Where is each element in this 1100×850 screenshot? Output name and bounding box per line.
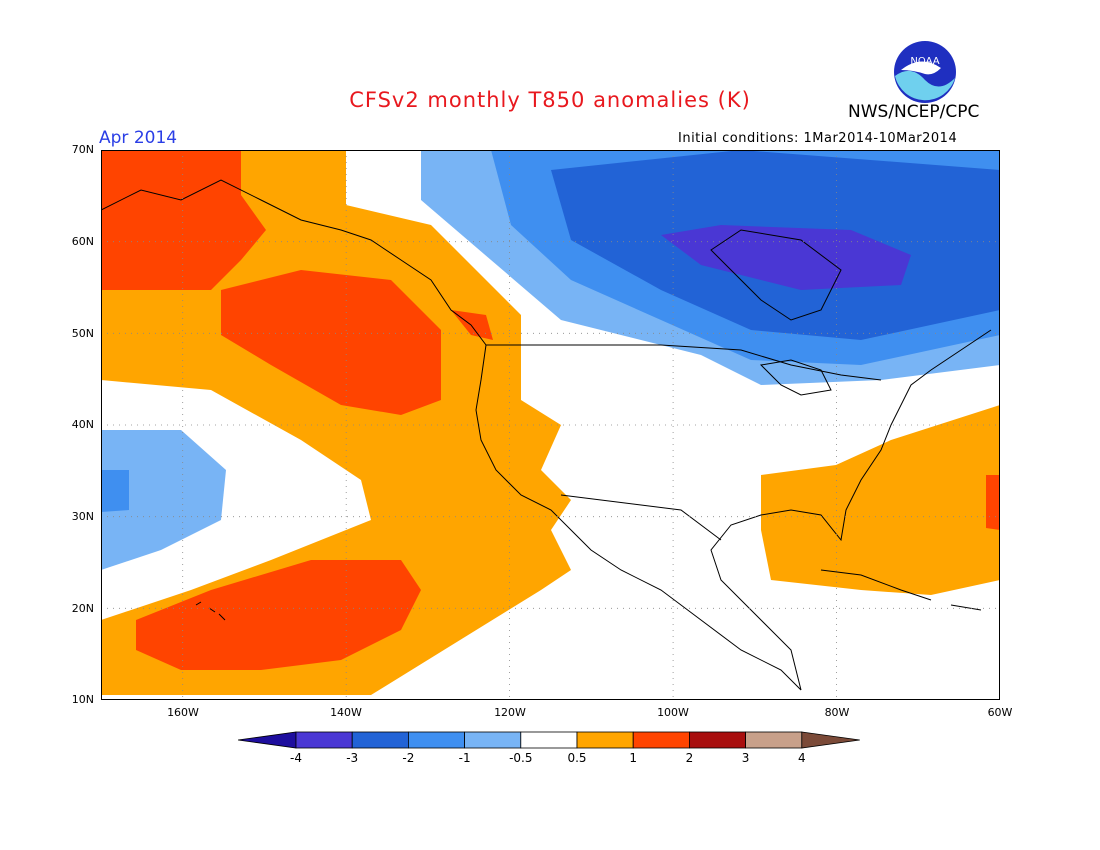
lat-label-40n: 40N xyxy=(71,418,94,431)
lon-label-120w: 120W xyxy=(494,706,526,719)
anomaly-region-red-hawaii xyxy=(136,560,421,670)
anomaly-map xyxy=(101,150,1000,700)
lon-label-80w: 80W xyxy=(824,706,850,719)
colorbar-tick-label: -1 xyxy=(458,751,471,765)
colorbar-tick-label: 4 xyxy=(797,751,806,765)
colorbar-swatch xyxy=(520,731,578,749)
lon-label-60w: 60W xyxy=(987,706,1013,719)
anomaly-fields xyxy=(101,150,1000,695)
lat-label-70n: 70N xyxy=(71,143,94,156)
colorbar-tick-label: 0.5 xyxy=(567,751,587,765)
us-canada-border xyxy=(486,344,882,381)
forecast-month: Apr 2014 xyxy=(99,128,178,148)
colorbar-swatch xyxy=(688,731,746,749)
lat-label-50n: 50N xyxy=(71,327,94,340)
coastlines xyxy=(101,179,992,691)
lon-label-100w: 100W xyxy=(657,706,689,719)
anomaly-region-blue-pacific xyxy=(101,470,129,512)
noaa-logo: NOAA xyxy=(894,41,956,103)
colorbar-tick-label: 2 xyxy=(685,751,694,765)
coastline-alaska xyxy=(101,179,487,346)
colorbar xyxy=(238,731,860,749)
colorbar-arrow-high xyxy=(801,731,860,749)
lat-label-10n: 10N xyxy=(71,693,94,706)
colorbar-swatches xyxy=(238,731,860,749)
colorbar-swatch xyxy=(407,731,465,749)
great-lakes xyxy=(759,359,832,396)
lat-label-60n: 60N xyxy=(71,235,94,248)
colorbar-swatch xyxy=(576,731,634,749)
coastline-gulf-east xyxy=(710,329,992,691)
colorbar-swatch xyxy=(464,731,522,749)
colorbar-tick-label: 1 xyxy=(629,751,637,765)
map-frame xyxy=(101,150,1000,700)
lon-label-140w: 140W xyxy=(330,706,362,719)
hawaii-islands xyxy=(195,601,226,621)
colorbar-tick-label: -2 xyxy=(402,751,415,765)
colorbar-swatch xyxy=(745,731,803,749)
lon-label-160w: 160W xyxy=(167,706,199,719)
anomaly-region-orange-southeast xyxy=(761,405,1000,595)
coastline-hudson-bay xyxy=(710,229,842,321)
colorbar-swatch xyxy=(632,731,690,749)
logo-text: NOAA xyxy=(910,56,939,67)
colorbar-swatch xyxy=(295,731,353,749)
colorbar-tick-label: -4 xyxy=(290,751,302,765)
us-mexico-border xyxy=(560,494,722,541)
colorbar-arrow-low xyxy=(238,731,297,749)
colorbar-tick-label: -3 xyxy=(346,751,359,765)
colorbar-tick-label: -0.5 xyxy=(509,751,533,765)
colorbar-swatch xyxy=(351,731,409,749)
anomaly-region-red-alaska xyxy=(101,150,266,290)
coastline-west-us xyxy=(475,344,802,691)
lat-label-30n: 30N xyxy=(71,510,94,523)
anomaly-region-orange-west xyxy=(101,150,571,695)
agency-label: NWS/NCEP/CPC xyxy=(848,102,980,122)
cuba-caribbean xyxy=(820,569,982,611)
initial-conditions: Initial conditions: 1Mar2014-10Mar2014 xyxy=(678,131,958,146)
anomaly-region-red-gulf-alaska xyxy=(221,270,441,415)
map-title: CFSv2 monthly T850 anomalies (K) xyxy=(349,88,751,112)
anomaly-region-lightblue-pacific xyxy=(101,430,226,570)
lat-label-20n: 20N xyxy=(71,602,94,615)
colorbar-tick-label: 3 xyxy=(741,751,750,765)
anomaly-region-red-atlantic xyxy=(986,475,1000,530)
